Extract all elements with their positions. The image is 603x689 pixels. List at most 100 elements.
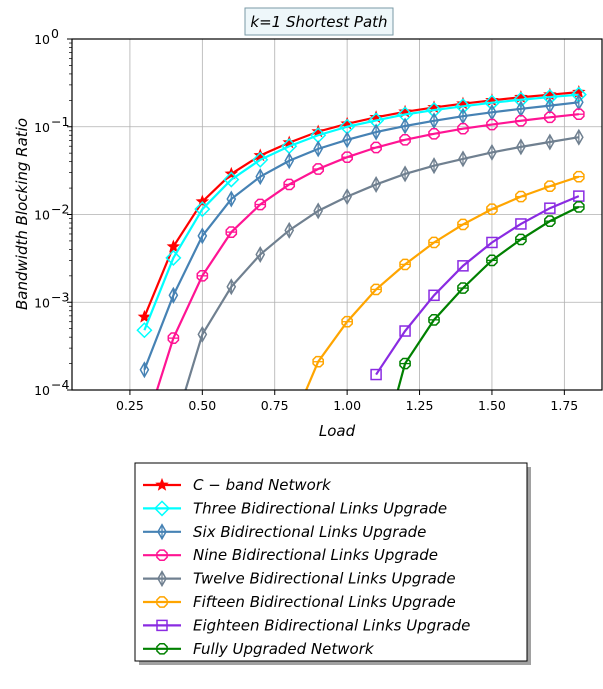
- legend-box: [134, 462, 528, 662]
- data-point: [544, 215, 556, 227]
- legend-marker: [157, 570, 167, 588]
- series-line: [143, 91, 579, 318]
- data-point: [341, 315, 353, 328]
- data-point: [226, 278, 237, 296]
- legend-marker: [153, 500, 171, 517]
- data-point: [429, 112, 439, 130]
- x-tick-label: 1.75: [550, 398, 578, 413]
- data-point: [429, 157, 439, 175]
- data-point: [545, 133, 555, 151]
- legend-item: Nine Bidirectional Links Upgrade: [143, 546, 438, 564]
- data-point: [226, 190, 237, 208]
- data-point: [515, 233, 527, 246]
- data-point: [486, 118, 498, 131]
- data-point: [312, 163, 325, 175]
- data-point: [400, 165, 410, 183]
- data-point: [370, 141, 382, 154]
- series-4: [155, 108, 585, 390]
- data-point: [342, 131, 353, 149]
- legend-label: Fully Upgraded Network: [193, 640, 375, 658]
- data-point: [399, 357, 411, 370]
- data-point: [573, 128, 584, 146]
- legend-marker: [156, 642, 168, 655]
- data-point: [166, 239, 181, 253]
- x-tick-label: 0.75: [261, 398, 289, 413]
- data-point: [457, 282, 469, 294]
- x-tick-label: 0.25: [116, 398, 144, 413]
- y-tick-label: 10: [34, 208, 50, 223]
- data-point: [515, 190, 527, 203]
- series-line: [184, 136, 580, 390]
- data-point: [458, 150, 468, 168]
- data-point: [371, 123, 381, 141]
- series-line: [143, 101, 579, 371]
- data-point: [486, 236, 498, 249]
- data-point: [370, 368, 382, 381]
- y-tick-exponent: −2: [51, 202, 69, 217]
- y-tick-label: 10: [34, 32, 50, 47]
- legend-marker: [156, 619, 168, 632]
- y-tick-label: 10: [34, 295, 50, 310]
- legend-label: Fifteen Bidirectional Links Upgrade: [193, 593, 456, 611]
- y-tick-exponent: −1: [51, 114, 69, 129]
- legend-item: Eighteen Bidirectional Links Upgrade: [143, 616, 470, 634]
- legend-item: Fully Upgraded Network: [143, 640, 375, 658]
- y-tick-label: 10: [34, 120, 50, 135]
- series-6: [304, 170, 585, 390]
- data-point: [283, 178, 296, 191]
- data-point: [428, 236, 440, 249]
- legend-marker: [156, 596, 168, 608]
- data-point: [255, 168, 266, 186]
- data-point: [573, 201, 585, 213]
- legend-marker: [156, 549, 168, 562]
- data-point: [487, 143, 497, 161]
- x-axis: 0.25 0.50 0.75 1.00 1.25 1.50 1.75: [116, 390, 578, 413]
- x-tick-label: 1.50: [478, 398, 506, 413]
- data-point: [428, 128, 440, 140]
- data-point: [168, 286, 179, 304]
- data-point: [371, 175, 381, 193]
- data-point: [255, 245, 266, 264]
- data-point: [486, 203, 498, 216]
- legend-label: Nine Bidirectional Links Upgrade: [193, 546, 438, 564]
- data-point: [195, 194, 210, 208]
- data-point: [573, 108, 585, 121]
- data-point: [223, 171, 240, 188]
- y-tick-exponent: 0: [51, 26, 59, 41]
- data-point: [197, 227, 208, 245]
- data-point: [457, 122, 469, 135]
- data-point: [342, 188, 353, 206]
- legend-item: Fifteen Bidirectional Links Upgrade: [143, 593, 456, 611]
- legend-marker: [157, 523, 167, 541]
- legend-item: Six Bidirectional Links Upgrade: [143, 523, 426, 541]
- data-point: [137, 309, 152, 323]
- legend-marker: [155, 477, 169, 491]
- data-point: [370, 283, 382, 296]
- legend-item: Twelve Bidirectional Links Upgrade: [143, 570, 456, 588]
- data-point: [313, 202, 324, 220]
- x-tick-label: 0.50: [188, 398, 216, 413]
- legend-label: Six Bidirectional Links Upgrade: [193, 523, 426, 541]
- y-tick-exponent: −3: [51, 289, 69, 304]
- data-point: [254, 198, 267, 211]
- data-point: [136, 322, 153, 339]
- data-point: [284, 221, 295, 239]
- chart-title: k=1 Shortest Path: [250, 13, 387, 31]
- data-point: [312, 355, 325, 368]
- x-axis-label: Load: [319, 422, 356, 440]
- data-point: [313, 140, 324, 158]
- x-tick-label: 1.00: [333, 398, 361, 413]
- data-point: [486, 254, 498, 267]
- data-point: [399, 133, 411, 146]
- data-point: [253, 148, 268, 162]
- title-box: [244, 7, 394, 36]
- series-5: [184, 128, 584, 390]
- data-point: [252, 151, 269, 168]
- data-point: [139, 361, 150, 379]
- series-group: [136, 85, 587, 390]
- series-7: [370, 190, 585, 381]
- data-point: [515, 218, 527, 230]
- data-point: [428, 314, 440, 326]
- data-point: [197, 325, 208, 343]
